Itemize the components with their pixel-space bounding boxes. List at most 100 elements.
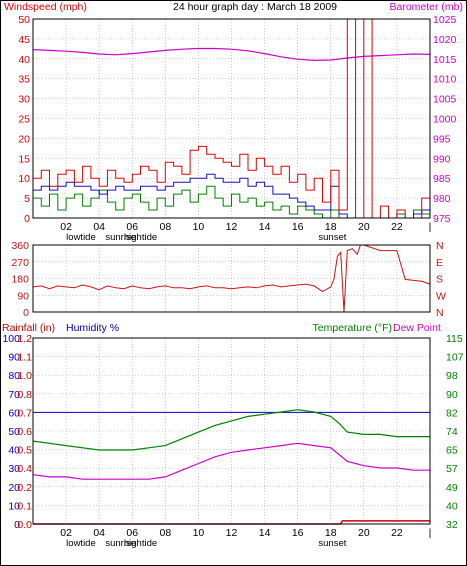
humidity-tick-label: 60 — [8, 407, 20, 419]
climate-plot-frame — [32, 337, 431, 525]
rainfall-tick-label: 1.2 — [17, 333, 32, 345]
barometer-tick-label: 985 — [433, 173, 451, 185]
temperature-tick-label: 98 — [446, 370, 458, 382]
compass-tick-label: W — [436, 290, 446, 302]
climate-x-tick-label: 22 — [391, 527, 403, 539]
wind-x-tick-label: 22 — [391, 221, 403, 233]
temperature-tick-label: 32 — [446, 519, 458, 531]
rainfall-axis-label: Rainfall (in) — [2, 322, 55, 334]
wind-x-tick-label: | — [429, 221, 432, 233]
temperature-tick-label: 49 — [446, 482, 458, 494]
windspeed-tick-label: 45 — [18, 34, 30, 46]
barometer-tick-label: 1000 — [433, 114, 457, 126]
temperature-tick-label: 65 — [446, 445, 458, 457]
barometer-tick-label: 1020 — [433, 34, 457, 46]
barometer-tick-label: 975 — [433, 213, 451, 225]
series-line-wind_red — [33, 18, 431, 219]
climate-x-tick-label: 10 — [193, 527, 205, 539]
direction-tick-label: 0 — [23, 307, 29, 319]
rainfall-tick-label: 0.4 — [17, 463, 32, 475]
wind-x-tick-label: 12 — [226, 221, 238, 233]
wind-x-tick-label: 02 — [60, 221, 72, 233]
barometer-tick-label: 1005 — [433, 94, 457, 106]
compass-tick-label: N — [436, 307, 444, 319]
rainfall-tick-label: 1.1 — [17, 352, 32, 364]
humidity-tick-label: 80 — [8, 370, 20, 382]
wind-event-label: lowtide — [66, 232, 96, 243]
barometer-axis-label: Barometer (mb) — [389, 1, 463, 13]
barometer-tick-label: 1025 — [433, 14, 457, 26]
direction-tick-label: 90 — [17, 290, 29, 302]
temperature-tick-label: 82 — [446, 407, 458, 419]
wind-event-label: sunrise — [105, 232, 136, 243]
climate-event-label: lowtide — [66, 538, 96, 549]
humidity-tick-label: 50 — [8, 426, 20, 438]
humidity-tick-label: 0 — [14, 519, 20, 531]
rainfall-tick-label: 0.5 — [17, 445, 32, 457]
windspeed-tick-label: 25 — [18, 114, 30, 126]
wind-event-label: sunset — [318, 232, 346, 243]
rainfall-tick-label: 1.0 — [17, 370, 32, 382]
compass-tick-label: S — [436, 274, 443, 286]
wind-x-tick-label: 08 — [159, 221, 171, 233]
climate-x-tick-label: 08 — [159, 527, 171, 539]
direction-tick-label: 270 — [11, 257, 29, 269]
wind-x-tick-label: 10 — [193, 221, 205, 233]
temperature-tick-label: 40 — [446, 500, 458, 512]
climate-x-tick-label: 04 — [93, 527, 105, 539]
series-line-dewpoint — [32, 442, 430, 480]
humidity-tick-label: 10 — [8, 500, 20, 512]
climate-event-label: hightide — [124, 538, 157, 549]
direction-tick-label: 360 — [11, 240, 29, 252]
climate-x-tick-label: 16 — [292, 527, 304, 539]
wind-x-tick-label: 18 — [325, 221, 337, 233]
dewpoint-axis-label: Dew Point — [393, 322, 441, 334]
temperature-axis-label: Temperature (°F) — [313, 322, 392, 334]
temperature-tick-label: 74 — [446, 426, 458, 438]
rainfall-tick-label: 0.1 — [17, 500, 32, 512]
windspeed-tick-label: 50 — [18, 14, 30, 26]
temperature-tick-label: 115 — [446, 333, 463, 345]
series-line-wind_blue — [33, 173, 431, 219]
rainfall-tick-label: 0.2 — [17, 482, 32, 494]
wind-plot-frame — [32, 18, 431, 219]
climate-x-tick-label: 06 — [126, 527, 138, 539]
windspeed-tick-label: 10 — [18, 173, 30, 185]
temperature-tick-label: 57 — [446, 463, 458, 475]
climate-x-tick-label: 02 — [60, 527, 72, 539]
wind-x-tick-label: 20 — [358, 221, 370, 233]
compass-tick-label: N — [436, 240, 444, 252]
windspeed-tick-label: 35 — [18, 74, 30, 86]
barometer-tick-label: 1015 — [433, 54, 457, 66]
barometer-tick-label: 1010 — [433, 74, 457, 86]
rainfall-tick-label: 0.6 — [17, 426, 32, 438]
rainfall-tick-label: 0.7 — [17, 407, 32, 419]
windspeed-tick-label: 20 — [18, 133, 30, 145]
humidity-tick-label: 70 — [8, 389, 20, 401]
climate-x-tick-label: 12 — [226, 527, 238, 539]
rainfall-tick-label: 0.0 — [17, 519, 32, 531]
direction-tick-label: 180 — [11, 274, 29, 286]
climate-event-label: sunrise — [105, 538, 136, 549]
wind-x-tick-label: 16 — [292, 221, 304, 233]
temperature-tick-label: 107 — [446, 352, 464, 364]
direction-plot-frame — [32, 244, 431, 313]
series-line-temperature — [32, 409, 430, 451]
climate-x-tick-label: 20 — [358, 527, 370, 539]
climate-x-tick-label: 14 — [259, 527, 271, 539]
climate-event-label: sunset — [318, 538, 346, 549]
rainfall-tick-label: 0.8 — [17, 389, 32, 401]
windspeed-axis-label: Windspeed (mph) — [4, 1, 87, 13]
humidity-tick-label: 90 — [8, 352, 20, 364]
humidity-axis-label: Humidity % — [66, 322, 119, 334]
humidity-tick-label: 100 — [2, 333, 20, 345]
windspeed-tick-label: 30 — [18, 94, 30, 106]
humidity-tick-label: 20 — [8, 482, 20, 494]
barometer-tick-label: 980 — [433, 193, 451, 205]
wind-x-tick-label: 04 — [93, 221, 105, 233]
series-line-direction — [32, 244, 431, 313]
windspeed-tick-label: 0 — [24, 213, 30, 225]
compass-tick-label: E — [436, 257, 443, 269]
